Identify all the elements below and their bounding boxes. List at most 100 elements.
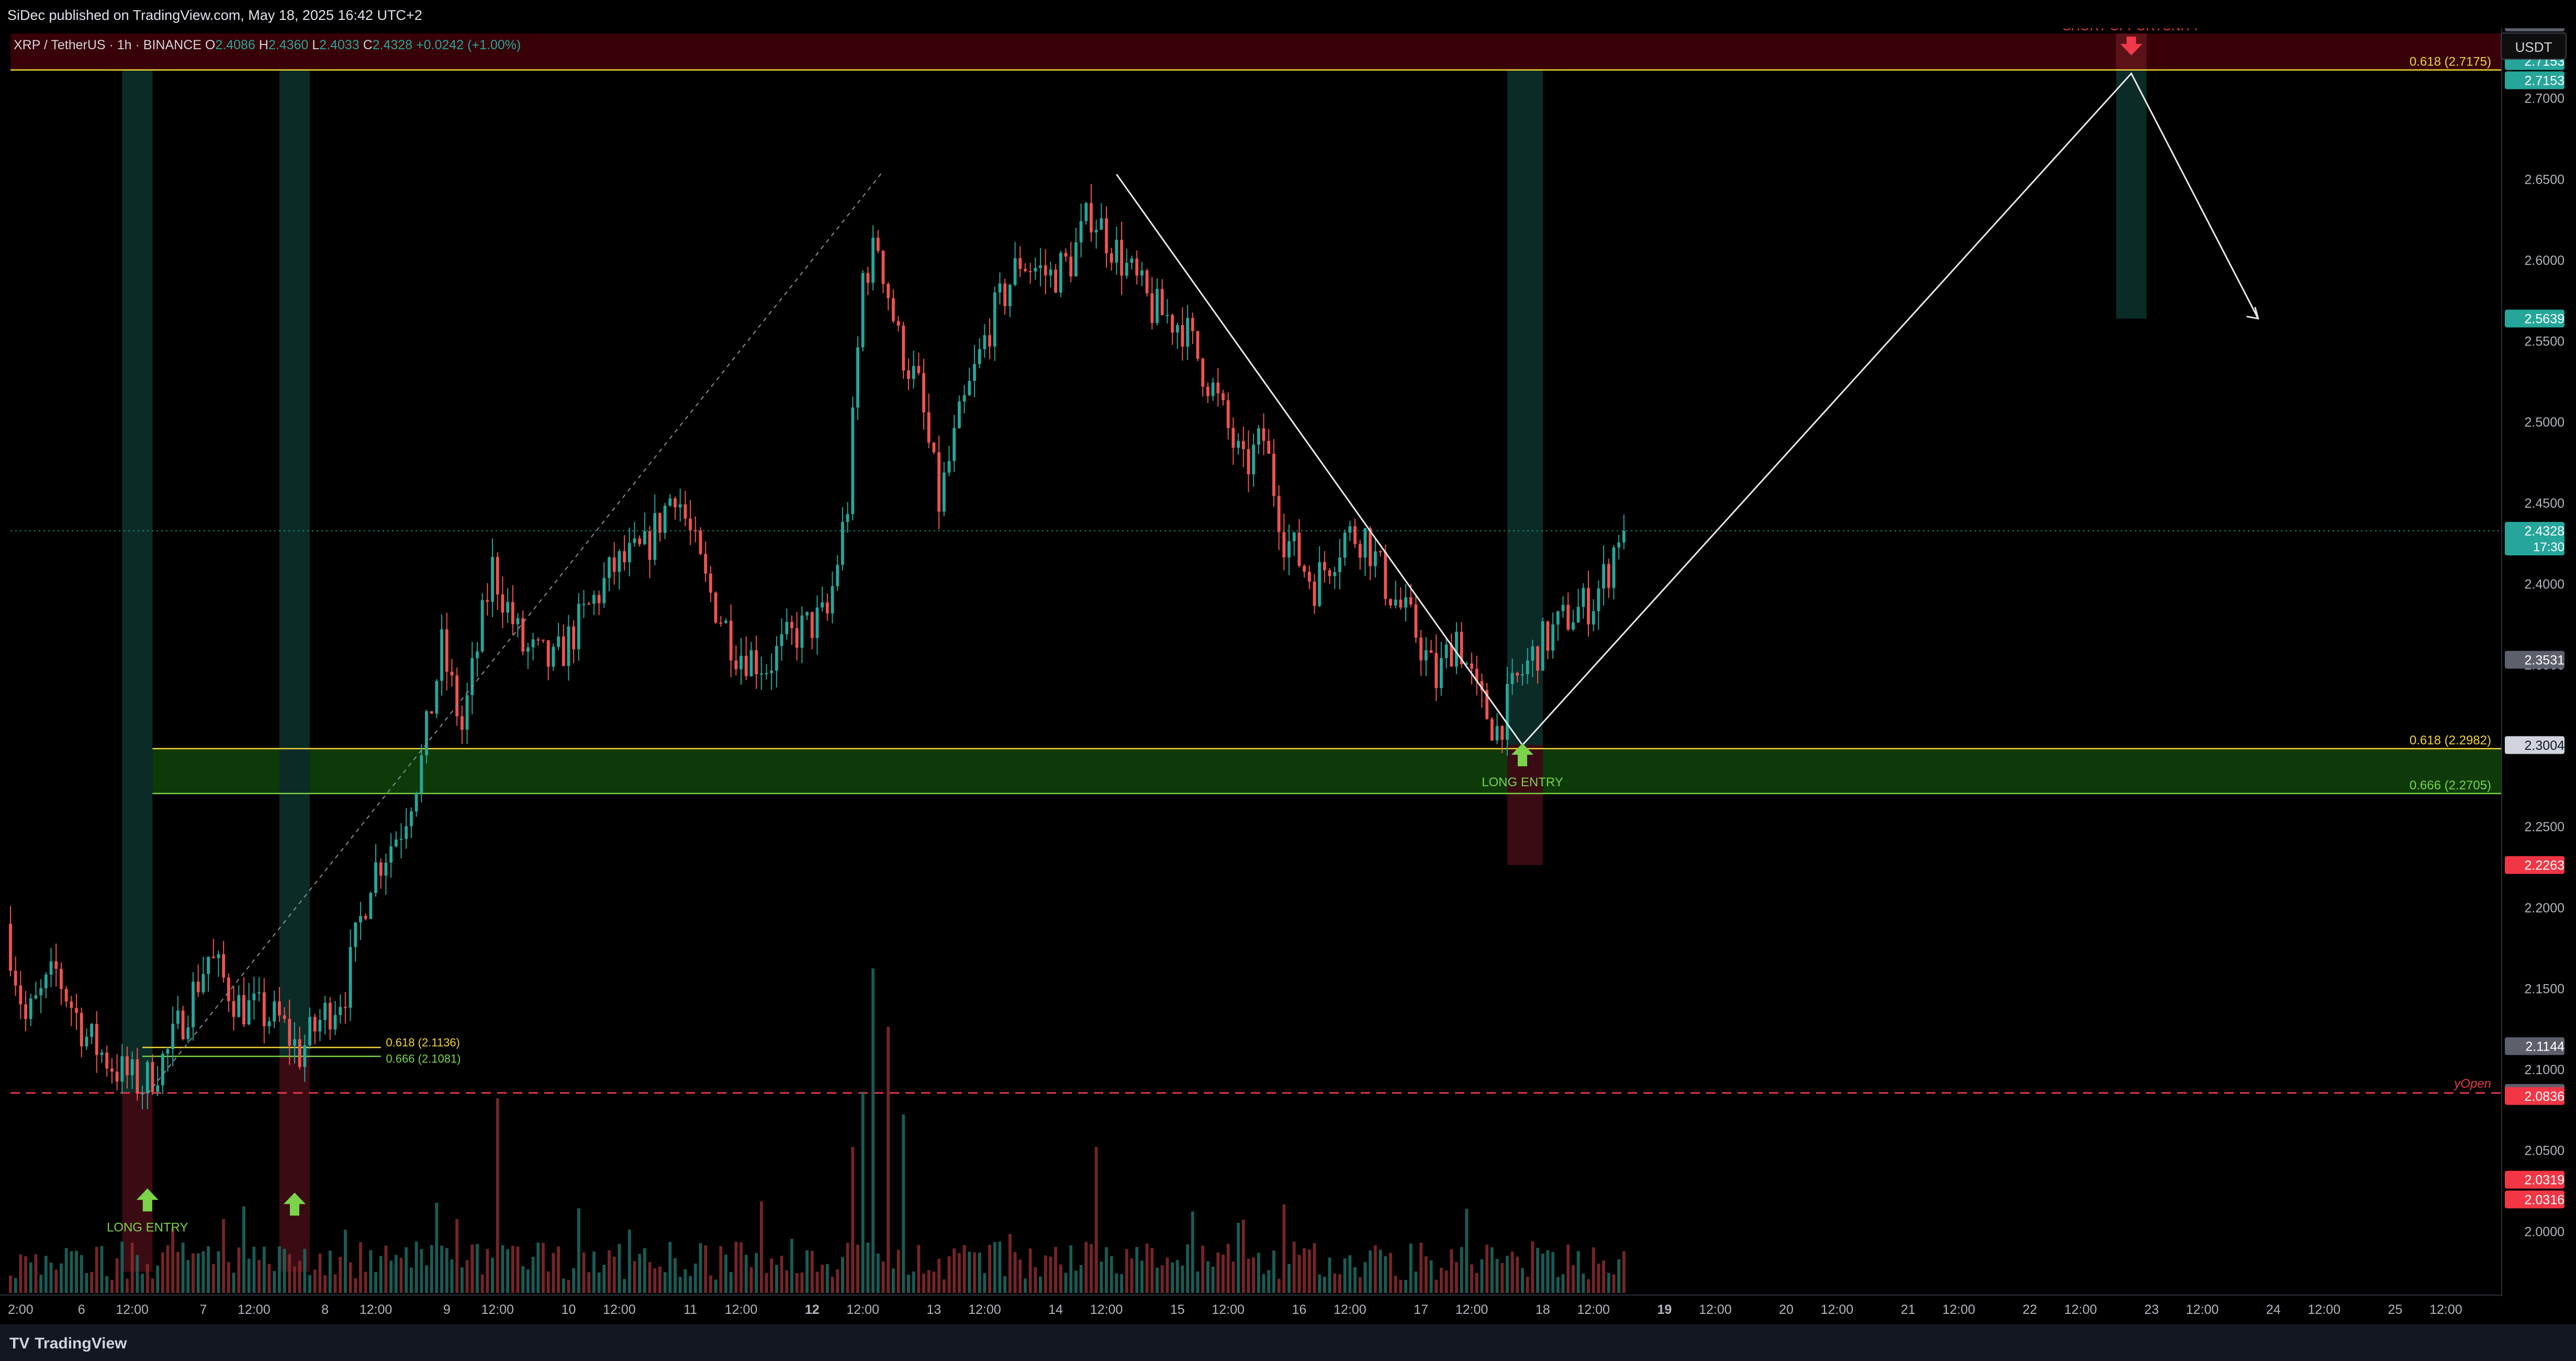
candle <box>64 986 68 1008</box>
volume-bar <box>902 1114 905 1293</box>
candle-body <box>1576 607 1580 623</box>
candle <box>1353 518 1357 548</box>
candle-body <box>856 347 859 408</box>
volume-bar <box>1510 1252 1514 1293</box>
candle <box>60 962 63 1006</box>
candle <box>1039 248 1042 287</box>
candle <box>577 593 580 661</box>
candle <box>430 711 433 714</box>
candle-body <box>1059 252 1062 293</box>
candle-body <box>273 1001 276 1022</box>
volume-bar <box>430 1245 433 1293</box>
volume-bar <box>445 1248 449 1293</box>
price-chart[interactable]: 0.666 (2.8033)0.618 (2.7175)0.618 (2.298… <box>0 28 2576 1324</box>
volume-bar <box>1171 1262 1174 1293</box>
candle <box>597 590 601 616</box>
candle-body <box>1034 268 1037 272</box>
candle-body <box>1602 564 1605 589</box>
candle <box>785 608 789 640</box>
candle-body <box>998 283 1002 293</box>
candle <box>1318 546 1321 607</box>
volume-bar <box>1145 1243 1149 1293</box>
candle <box>1384 544 1387 606</box>
candle-body <box>953 428 956 461</box>
candle-body <box>247 1000 251 1024</box>
candle-body <box>1521 674 1524 676</box>
volume-bar <box>1054 1247 1057 1293</box>
candle-body <box>1186 318 1190 347</box>
volume-bar <box>1597 1263 1600 1293</box>
candle-body <box>1541 621 1544 671</box>
candle <box>1069 242 1073 283</box>
volume-bar <box>795 1273 799 1293</box>
candle-body <box>1318 562 1321 606</box>
candle <box>100 1049 104 1063</box>
candle-body <box>668 498 672 506</box>
volume-bar <box>44 1256 48 1293</box>
candle-body <box>978 349 981 364</box>
time-tick-label: 12:00 <box>603 1302 636 1317</box>
candle-body <box>70 1001 73 1008</box>
candle <box>80 1007 83 1057</box>
candle-body <box>1013 258 1017 285</box>
volume-bar <box>1439 1267 1443 1293</box>
volume-bar <box>846 1243 849 1293</box>
volume-bar <box>1069 1245 1073 1293</box>
candle <box>1008 284 1012 317</box>
price-label-tag <box>2505 521 2564 555</box>
volume-bar <box>1034 1267 1037 1293</box>
volume-bar <box>130 1243 134 1293</box>
time-tick-label: 8 <box>321 1302 329 1317</box>
candle-body <box>1379 551 1382 553</box>
candle-body <box>308 1017 311 1045</box>
price-label-text: 2.3004 <box>2525 738 2565 753</box>
candle-body <box>1363 528 1367 558</box>
candle-body <box>450 672 454 676</box>
candle-body <box>1008 285 1012 306</box>
time-tick-label: 23 <box>2144 1302 2159 1317</box>
volume-bar <box>455 1219 459 1293</box>
volume-bar <box>638 1254 642 1293</box>
candle-body <box>95 1024 98 1055</box>
volume-bar <box>1348 1255 1352 1293</box>
price-label-tag <box>2505 1037 2564 1055</box>
zones-layer <box>10 34 2502 794</box>
volume-bar <box>531 1256 535 1293</box>
volume-bar <box>120 1241 124 1293</box>
volume-bar <box>64 1248 68 1293</box>
volume-bar <box>9 1275 12 1293</box>
volume-bar <box>1140 1260 1144 1293</box>
volume-bar <box>917 1245 921 1293</box>
candle-body <box>277 1001 281 1016</box>
volume-bar <box>328 1251 332 1293</box>
volume-bar <box>962 1245 966 1293</box>
volume-bar <box>19 1254 23 1293</box>
candle-body <box>217 954 220 958</box>
candle-body <box>546 640 550 667</box>
candle-body <box>29 998 32 1019</box>
volume-bar <box>343 1230 347 1293</box>
volume-bar <box>674 1258 677 1293</box>
volume-bar <box>932 1271 936 1293</box>
volume-bar <box>465 1260 469 1293</box>
volume-bar <box>937 1258 941 1293</box>
candle <box>222 941 226 983</box>
candle <box>587 601 591 605</box>
candle-body <box>684 504 687 519</box>
volume-bar <box>1206 1261 1209 1293</box>
time-tick-label: 10 <box>561 1302 576 1317</box>
volume-bar <box>749 1267 753 1293</box>
candle-body <box>1465 663 1469 665</box>
volume-bar <box>871 968 875 1293</box>
candle-body <box>1262 428 1265 441</box>
candle <box>29 994 32 1027</box>
candle <box>699 527 702 555</box>
tradingview-logo[interactable]: TV TradingView <box>9 1335 127 1353</box>
candle-body <box>1435 653 1438 688</box>
candle <box>1333 566 1337 589</box>
candle-body <box>242 995 245 1024</box>
volume-bar <box>1181 1265 1184 1293</box>
currency-button[interactable]: USDT <box>2501 32 2567 60</box>
candle <box>1455 622 1458 674</box>
candle-body <box>1490 719 1494 741</box>
